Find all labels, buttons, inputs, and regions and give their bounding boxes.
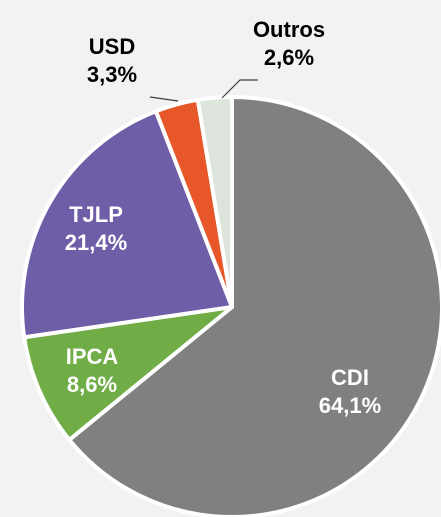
slice-value-label: 64,1%: [319, 393, 381, 418]
slice-value-label: 3,3%: [87, 62, 137, 87]
pie-slice: [195, 95, 234, 309]
leader-line: [149, 96, 179, 102]
slice-label: IPCA: [66, 344, 119, 369]
slice-label: CDI: [331, 365, 369, 390]
slice-label: USD: [89, 34, 135, 59]
leader-line: [221, 79, 258, 99]
slice-label: TJLP: [69, 202, 123, 227]
slice-value-label: 2,6%: [264, 45, 314, 70]
slice-value-label: 21,4%: [65, 230, 127, 255]
slice-label: Outros: [253, 17, 325, 42]
pie-slice: [22, 305, 234, 442]
slice-value-label: 8,6%: [67, 372, 117, 397]
pie-slice: [67, 95, 441, 517]
pie-slice: [20, 109, 234, 340]
